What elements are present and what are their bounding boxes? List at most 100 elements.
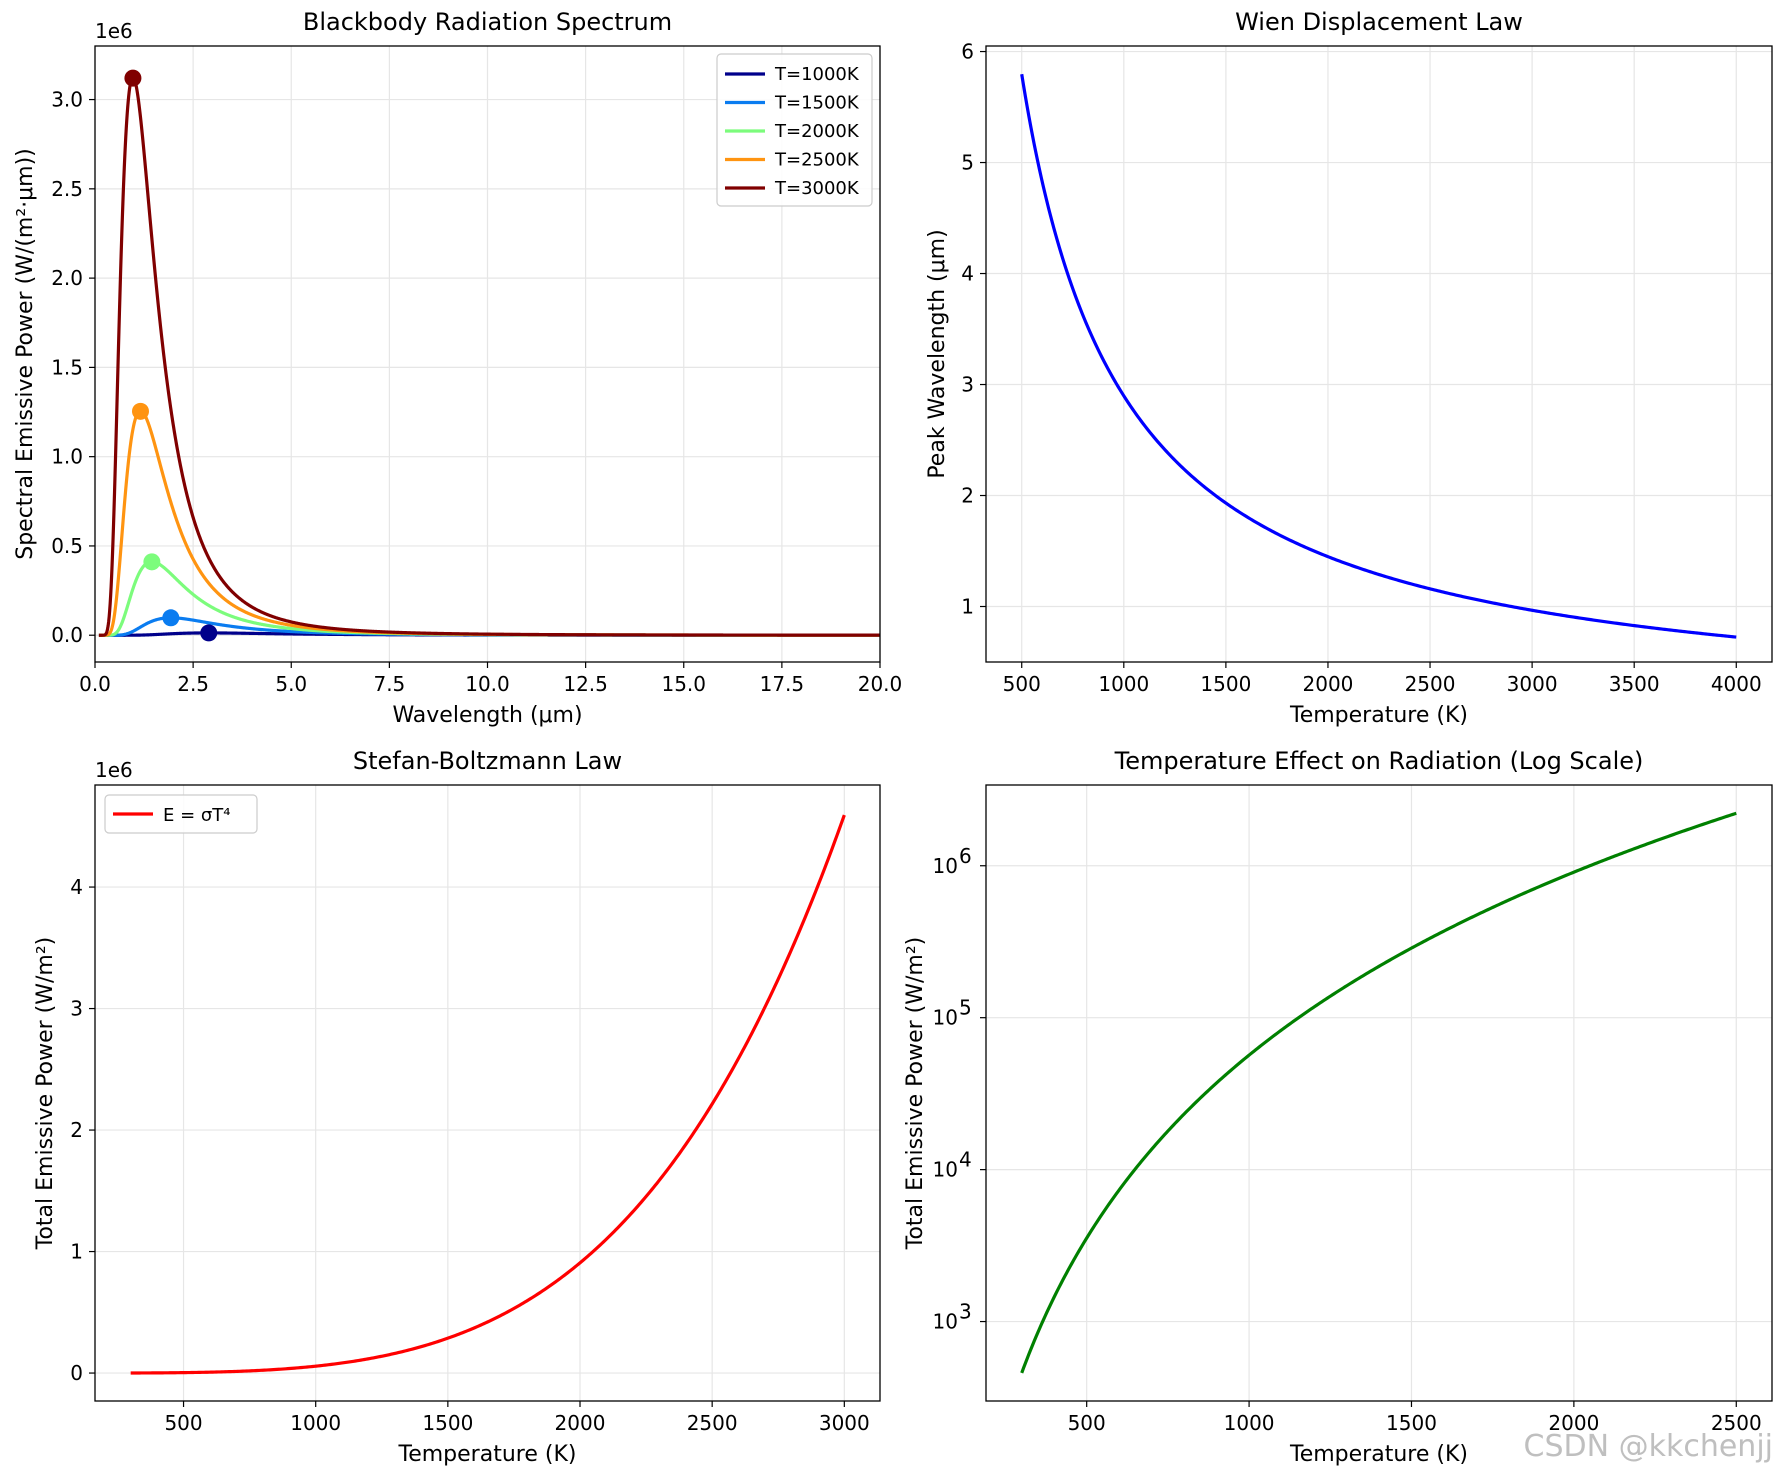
peak-marker-T=1500K [162,609,180,627]
y-tick-label: 0.5 [51,534,83,558]
x-tick-label: 2500 [1405,672,1456,696]
legend-label: E = σT⁴ [163,805,231,826]
peak-marker-T=3000K [124,69,142,87]
y-axis-label: Total Emissive Power (W/m²) [903,937,928,1251]
legend-label-T=1500K: T=1500K [774,93,860,114]
y-tick-label: 3.0 [51,88,83,112]
y-tick-label: 2 [961,484,974,508]
x-tick-label: 3000 [819,1411,870,1435]
y-tick-exponent: 3 [959,1300,972,1324]
legend: E = σT⁴ [104,794,258,834]
y-axis-label: Peak Wavelength (μm) [925,229,950,478]
y-tick-label: 6 [961,40,974,64]
x-tick-label: 15.0 [661,672,706,696]
series-line [1020,73,1737,639]
y-tick-label: 10 [933,854,958,878]
plot-area [1020,811,1737,1374]
x-tick-label: 1500 [422,1411,473,1435]
x-tick-label: 17.5 [760,672,805,696]
plot-area [1020,73,1737,639]
y-axis-label: Total Emissive Power (W/m²) [33,937,58,1251]
y-tick-label: 1 [961,595,974,619]
legend-label-T=3000K: T=3000K [774,178,860,199]
chart-title: Blackbody Radiation Spectrum [303,8,672,36]
legend-label-T=1000K: T=1000K [774,64,860,85]
x-axis-label: Temperature (K) [1289,703,1468,728]
x-axis-label: Temperature (K) [1289,1442,1468,1467]
y-tick-label: 2.0 [51,266,83,290]
y-tick-exponent: 5 [959,996,972,1020]
y-tick-label: 1 [70,1240,83,1264]
y-tick-label: 5 [961,151,974,175]
x-tick-label: 3500 [1609,672,1660,696]
x-tick-label: 12.5 [563,672,608,696]
chart-title: Wien Displacement Law [1235,8,1523,36]
x-tick-label: 2000 [1548,1411,1599,1435]
panel-blackbody-spectrum: 0.0 2.5 5.0 7.5 10.0 12.5 15.0 17.5 20.0 0.0 0.5 1.… [13,8,902,728]
y-tick-label: 4 [70,875,83,899]
x-tick-label: 500 [1068,1411,1106,1435]
series-line-T=3000K [98,75,880,637]
axes-frame [985,45,1773,663]
y-tick-label: 3 [961,373,974,397]
y-tick-exponent: 4 [959,1148,972,1172]
series-line [1020,811,1737,1374]
panel-wien-law: 500 1000 1500 2000 2500 3000 3500 4000 1 2 3 4 5 6 Wie… [925,8,1773,728]
chart-title: Stefan-Boltzmann Law [353,747,622,775]
y-tick-label: 1.0 [51,445,83,469]
y-offset-text: 1e6 [95,758,133,782]
x-tick-label: 20.0 [858,672,903,696]
plot-area [130,814,846,1375]
x-tick-label: 2500 [1711,1411,1762,1435]
y-tick-label: 3 [70,997,83,1021]
x-axis-label: Temperature (K) [398,1442,577,1467]
y-tick-label: 2.5 [51,177,83,201]
legend-label-T=2500K: T=2500K [774,150,860,171]
y-axis-label: Spectral Emissive Power (W/(m²·μm)) [13,148,38,560]
x-tick-label: 2000 [1303,672,1354,696]
x-tick-label: 1500 [1386,1411,1437,1435]
x-tick-label: 5.0 [275,672,307,696]
y-tick-label: 2 [70,1118,83,1142]
axes-frame [94,784,881,1402]
legend-frame [716,53,873,207]
x-tick-label: 2000 [555,1411,606,1435]
x-tick-label: 2.5 [177,672,209,696]
y-tick-label: 1.5 [51,355,83,379]
x-tick-label: 7.5 [373,672,405,696]
x-tick-label: 1500 [1200,672,1251,696]
y-tick-label: 10 [933,1310,958,1334]
panel-stefan-boltzmann: 500 1000 1500 2000 2500 3000 0 1 2 3 4 1e6 Stefan-Bo… [33,747,881,1467]
series-line-T=2500K [98,409,880,637]
x-tick-label: 4000 [1711,672,1762,696]
x-tick-label: 1000 [290,1411,341,1435]
legend-label-T=2000K: T=2000K [774,121,860,142]
y-tick-label: 4 [961,262,974,286]
watermark: CSDN @kkchenjj [1523,1429,1773,1464]
series-line [130,814,846,1375]
x-tick-label: 1000 [1098,672,1149,696]
x-tick-label: 500 [1003,672,1041,696]
peak-marker-T=2500K [131,402,149,420]
x-tick-label: 1000 [1224,1411,1275,1435]
peak-marker-T=2000K [143,553,161,571]
x-axis-label: Wavelength (μm) [392,703,582,728]
chart-title: Temperature Effect on Radiation (Log Sca… [1114,747,1644,775]
x-tick-label: 500 [164,1411,202,1435]
x-tick-label: 3000 [1507,672,1558,696]
x-tick-label: 0.0 [79,672,111,696]
plot-area [98,75,880,637]
legend-frame [104,794,258,834]
peak-marker-T=1000K [200,624,218,642]
x-tick-label: 10.0 [465,672,510,696]
y-tick-label: 0.0 [51,623,83,647]
y-offset-text: 1e6 [95,19,133,43]
y-tick-label: 10 [933,1158,958,1182]
x-tick-label: 2500 [687,1411,738,1435]
y-tick-label: 10 [933,1006,958,1030]
y-tick-exponent: 6 [959,844,972,868]
legend: T=1000K T=1500K T=2000K T=2500K T=3000K [716,53,873,207]
y-tick-label: 0 [70,1361,83,1385]
